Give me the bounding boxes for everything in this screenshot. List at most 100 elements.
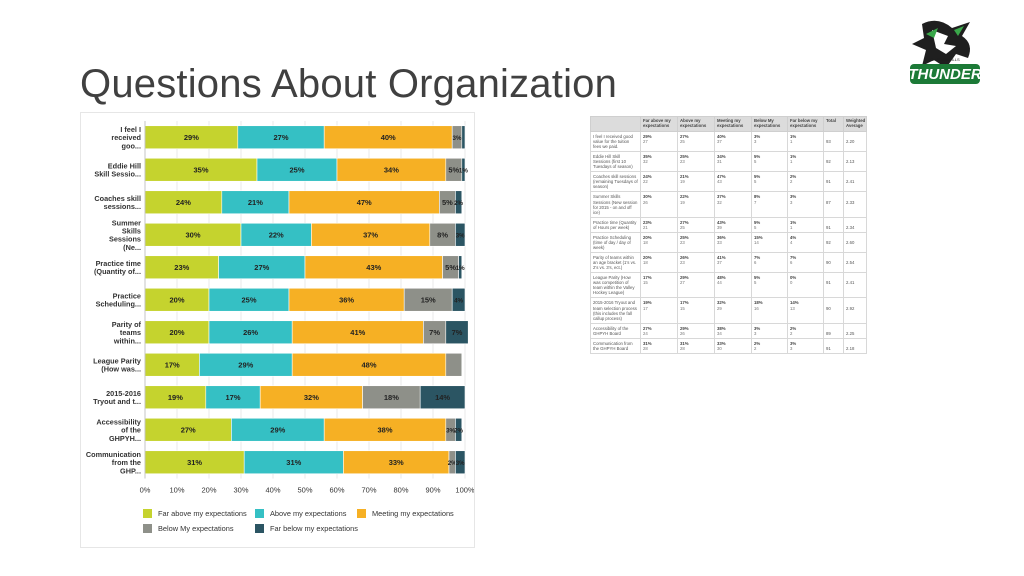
table-row: Practice time (Quantity of Hours per wee… xyxy=(590,216,867,233)
table-row: Accessibility of the GHPYH Board 27% 24 29%… xyxy=(590,322,867,339)
data-label: 18% xyxy=(384,393,399,402)
data-label: 5% xyxy=(445,263,456,272)
response-cell: 29% 26 xyxy=(677,322,715,339)
count-value: 5 xyxy=(754,224,757,230)
count-value: 3 xyxy=(754,138,757,144)
data-label: 31% xyxy=(187,458,202,467)
total-cell: 91 xyxy=(823,171,844,193)
percent-value: 5% xyxy=(754,154,761,160)
response-cell: 29% 27 xyxy=(640,130,678,153)
data-label: 29% xyxy=(184,133,199,142)
response-cell: 14% 13 xyxy=(787,297,824,324)
response-cell: 48% 44 xyxy=(714,272,752,299)
count-value: 32 xyxy=(717,199,722,205)
count-value: 2 xyxy=(790,330,793,336)
legend-label: Above my expectations xyxy=(270,509,347,518)
bar-segment xyxy=(445,320,469,345)
data-label: 26% xyxy=(243,328,258,337)
percent-value: 0% xyxy=(790,275,797,281)
data-label: 34% xyxy=(384,166,399,175)
count-value: 33 xyxy=(717,239,722,245)
question-cell: Parity of teams within an age bracket (1… xyxy=(590,251,641,274)
table-row: Parity of teams within an age bracket (1… xyxy=(590,251,867,274)
legend-item: Above my expectations xyxy=(255,509,346,518)
percent-value: 24% xyxy=(643,174,652,180)
percent-value: 5% xyxy=(754,219,761,225)
response-cell: 17% 15 xyxy=(640,272,678,299)
percent-value: 5% xyxy=(754,174,761,180)
percent-value: 36% xyxy=(717,234,726,240)
percent-value: 29% xyxy=(680,325,689,331)
weighted-average-cell: 2.41 xyxy=(843,272,867,299)
response-cell: 7% 6 xyxy=(751,251,788,274)
data-label: 17% xyxy=(225,393,240,402)
legend-swatch xyxy=(255,524,264,533)
response-cell: 38% 34 xyxy=(714,322,752,339)
response-cell: 18% 16 xyxy=(751,297,788,324)
total-cell: 90 xyxy=(823,297,844,324)
percent-value: 7% xyxy=(754,255,761,260)
response-cell: 2% 2 xyxy=(751,337,788,354)
data-label: 31% xyxy=(286,458,301,467)
count-value: 19 xyxy=(680,179,685,185)
response-cell: 1% 1 xyxy=(787,151,824,173)
percent-value: 23% xyxy=(643,219,652,225)
data-label: 8% xyxy=(437,231,448,240)
data-label: 27% xyxy=(254,263,269,272)
question-cell: Summer Skills Sessions (New session for … xyxy=(590,191,641,218)
weighted-average-cell: 2.54 xyxy=(843,251,867,274)
percent-value: 47% xyxy=(717,174,726,180)
count-value: 24 xyxy=(643,330,648,336)
category-label: Coaches skill sessions... xyxy=(94,194,141,211)
response-cell: 3% 3 xyxy=(787,191,824,218)
data-label: 3% xyxy=(456,460,465,467)
x-tick-label: 50% xyxy=(297,486,312,495)
response-cell: 33% 30 xyxy=(714,337,752,354)
response-cell: 4% 4 xyxy=(787,231,824,254)
data-label: 2% xyxy=(454,200,463,207)
response-cell: 32% 29 xyxy=(714,297,752,324)
data-label: 21% xyxy=(248,198,263,207)
count-value: 1 xyxy=(790,138,793,144)
x-tick-label: 100% xyxy=(455,486,474,495)
percent-value: 8% xyxy=(754,194,761,200)
x-tick-label: 0% xyxy=(140,486,151,495)
percent-value: 20% xyxy=(643,234,652,240)
bar-segment xyxy=(451,287,466,312)
percent-value: 35% xyxy=(643,154,652,160)
percent-value: 20% xyxy=(643,255,652,260)
count-value: 26 xyxy=(680,330,685,336)
percent-value: 2% xyxy=(754,340,761,346)
category-label: Communication from the GHP... xyxy=(86,450,141,475)
percent-value: 31% xyxy=(643,340,652,346)
percent-value: 34% xyxy=(717,154,726,160)
x-tick-label: 30% xyxy=(233,486,248,495)
legend-item: Far below my expectations xyxy=(255,524,358,533)
bar-segment xyxy=(458,255,463,280)
weighted-average-cell: 2.20 xyxy=(843,130,867,153)
x-tick-label: 40% xyxy=(265,486,280,495)
table-header-cell xyxy=(590,116,641,132)
legend-label: Far above my expectations xyxy=(158,509,247,518)
category-label: Summer Skills Sessions (Ne... xyxy=(109,218,141,252)
category-label: League Parity (How was... xyxy=(93,356,142,373)
weighted-average-cell: 2.92 xyxy=(843,297,867,324)
percent-value: 43% xyxy=(717,219,726,225)
response-cell: 22% 19 xyxy=(677,191,715,218)
response-cell: 25% 23 xyxy=(677,231,715,254)
percent-value: 48% xyxy=(717,275,726,281)
data-label: 5% xyxy=(442,198,453,207)
table-header-cell: Below My expectations xyxy=(751,116,788,132)
data-label: 37% xyxy=(363,231,378,240)
percent-value: 26% xyxy=(680,255,689,260)
percent-value: 7% xyxy=(790,255,797,260)
question-cell: Accessibility of the GHPYH Board xyxy=(590,322,641,339)
category-label: 2015-2016 Tryout and t... xyxy=(93,389,141,406)
count-value: 26 xyxy=(643,199,648,205)
weighted-average-cell: 2.18 xyxy=(843,337,867,354)
percent-value: 38% xyxy=(717,325,726,331)
percent-value: 19% xyxy=(643,300,652,306)
count-value: 28 xyxy=(680,345,685,351)
count-value: 23 xyxy=(680,260,685,266)
